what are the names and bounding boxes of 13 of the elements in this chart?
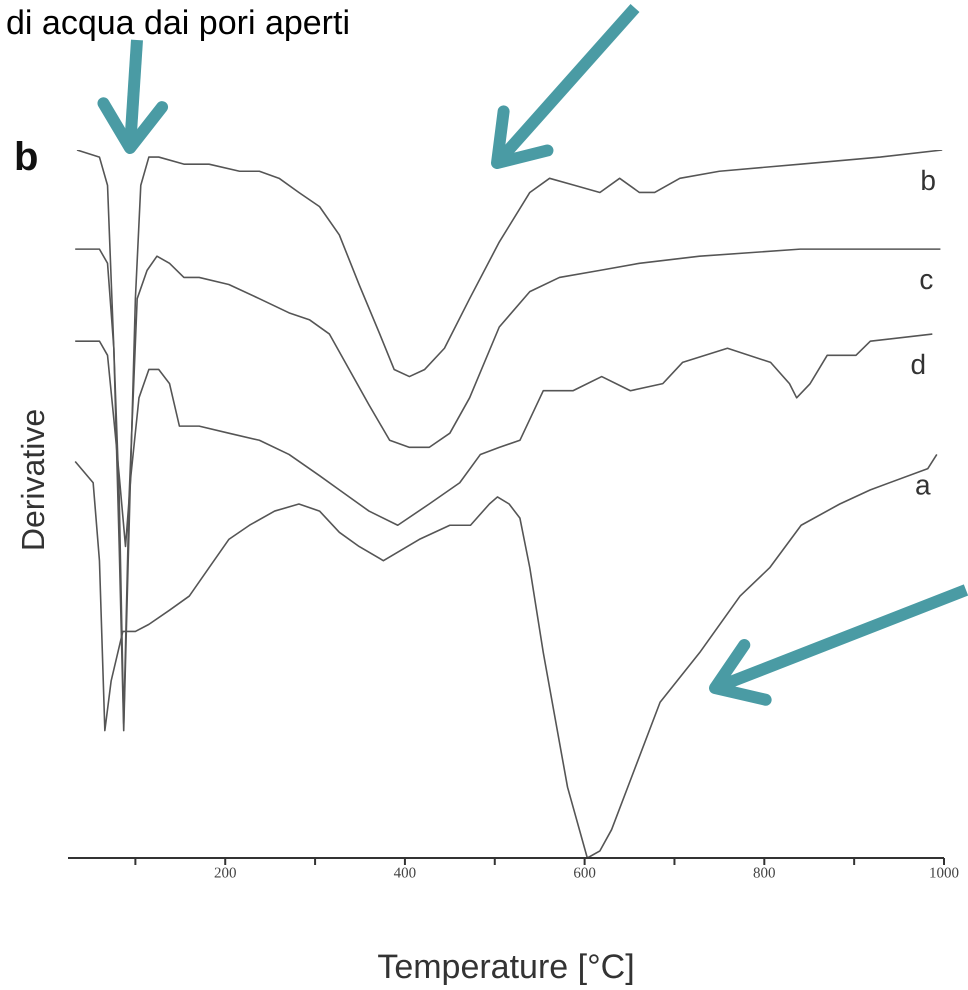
- y-axis-title: Derivative: [15, 408, 51, 552]
- x-axis-title: Temperature [°C]: [377, 948, 635, 986]
- series-label: c: [919, 264, 934, 296]
- x-tick-label: 600: [573, 866, 596, 882]
- text: di acqua dai pori aperti: [6, 4, 350, 42]
- series-label: a: [915, 469, 932, 500]
- x-tick-label: 400: [394, 866, 416, 882]
- x-tick-label: 800: [753, 866, 776, 882]
- series-label: b: [920, 165, 936, 196]
- x-tick-label: 1000: [929, 866, 959, 882]
- text: b: [14, 135, 38, 179]
- series-label: d: [910, 349, 926, 380]
- x-tick-label: 200: [214, 866, 236, 882]
